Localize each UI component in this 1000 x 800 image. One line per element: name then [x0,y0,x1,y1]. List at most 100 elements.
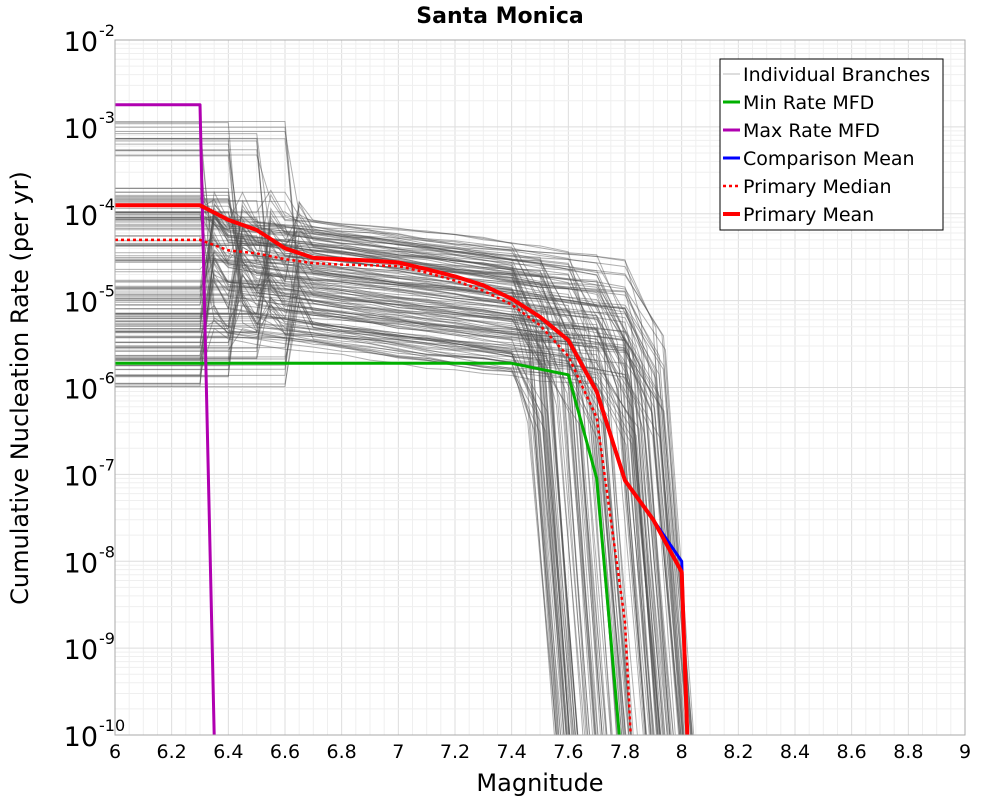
branch-line [115,259,569,736]
branch-line [115,243,579,736]
branch-line [115,202,560,736]
branch-line [115,191,596,736]
branch-line [115,194,577,736]
branch-line [115,202,576,736]
branch-line [115,280,668,736]
x-axis-label: Magnitude [476,769,603,797]
grid [114,40,966,736]
branch-line [115,199,658,736]
branch-line [115,299,599,736]
y-tick-exponent: -7 [99,455,115,474]
branch-line [115,312,689,736]
branch-line [115,200,693,736]
branch-line [115,234,695,736]
branch-line [115,249,559,736]
branch-line [115,229,587,736]
legend-box [719,58,944,231]
x-axis-ticks: 6 6.2 6.4 6.6 6.8 7 7.2 7.4 7.6 7.8 8 8.2 8.4 8.6 8.8 9 [109,741,971,763]
chart-title: Santa Monica [416,4,583,29]
branch-line [115,211,560,736]
branch-line [115,204,624,736]
branch-line [115,187,647,736]
x-tick-label: 7.8 [610,741,640,763]
y-tick-exponent: -2 [99,21,115,40]
branch-line [115,200,570,736]
branch-line [115,204,652,736]
branch-line [115,255,659,736]
branch-line [115,150,647,736]
x-tick-label: 7.6 [553,741,583,763]
branch-line [115,230,565,736]
branch-line [115,245,578,736]
branch-line [115,297,586,736]
branch-line [115,138,608,736]
branch-line [115,215,570,736]
branch-line [115,249,590,736]
branch-line [115,273,683,736]
branch-line [115,211,670,736]
branch-line [115,150,575,736]
y-tick-label: 10 [64,635,98,666]
branch-line [115,304,663,736]
branch-line [115,138,578,736]
branch-line [115,245,613,736]
branch-line [115,200,626,736]
branch-line [115,257,591,736]
branch-line [115,217,674,736]
branch-line [115,200,617,736]
branch-line [115,191,657,736]
branch-line [115,299,632,736]
branch-line [115,246,570,736]
branch-line [115,154,612,736]
branch-line [115,131,570,736]
y-tick-label: 10 [64,722,98,753]
branch-line [115,226,595,736]
branch-line [115,212,579,736]
branch-line [115,251,624,736]
series-lines [115,103,690,736]
branch-line [115,223,671,736]
branch-line [115,254,647,736]
x-tick-label: 8.6 [837,741,867,763]
branch-line [115,204,593,736]
branch-line [115,214,671,736]
branch-line [115,227,684,736]
y-tick-label: 10 [64,548,98,579]
branch-line [115,216,558,736]
branch-line [115,223,660,736]
branch-line [115,122,620,736]
branch-line [115,207,691,736]
series-primary-mean [115,203,690,736]
y-tick-exponent: -10 [99,716,125,735]
branch-line [115,245,689,736]
x-tick-label: 9 [959,741,971,763]
branch-line [115,211,693,736]
x-tick-label: 7 [392,741,404,763]
branch-line [115,212,599,736]
legend-label: Max Rate MFD [743,120,880,142]
legend-label: Comparison Mean [743,148,915,170]
legend-label: Primary Median [743,176,892,198]
branch-line [115,211,666,736]
branch-line [115,215,603,736]
branch-line [115,212,666,736]
x-tick-label: 6 [109,741,121,763]
branch-line [115,301,561,736]
y-axis-label: Cumulative Nucleation Rate (per yr) [6,171,34,605]
branch-line [115,198,584,736]
branch-line [115,294,650,736]
branch-line [115,268,619,736]
branch-line [115,252,652,736]
y-tick-exponent: -5 [99,282,115,301]
y-tick-exponent: -4 [99,195,115,214]
branch-line [115,199,589,736]
branch-line [115,328,563,736]
branch-line [115,224,692,736]
branch-line [115,189,576,736]
y-tick-label: 10 [64,288,98,319]
branch-line [115,303,638,736]
branch-line [115,235,632,736]
branch-line [115,205,664,736]
branch-line [115,265,659,736]
